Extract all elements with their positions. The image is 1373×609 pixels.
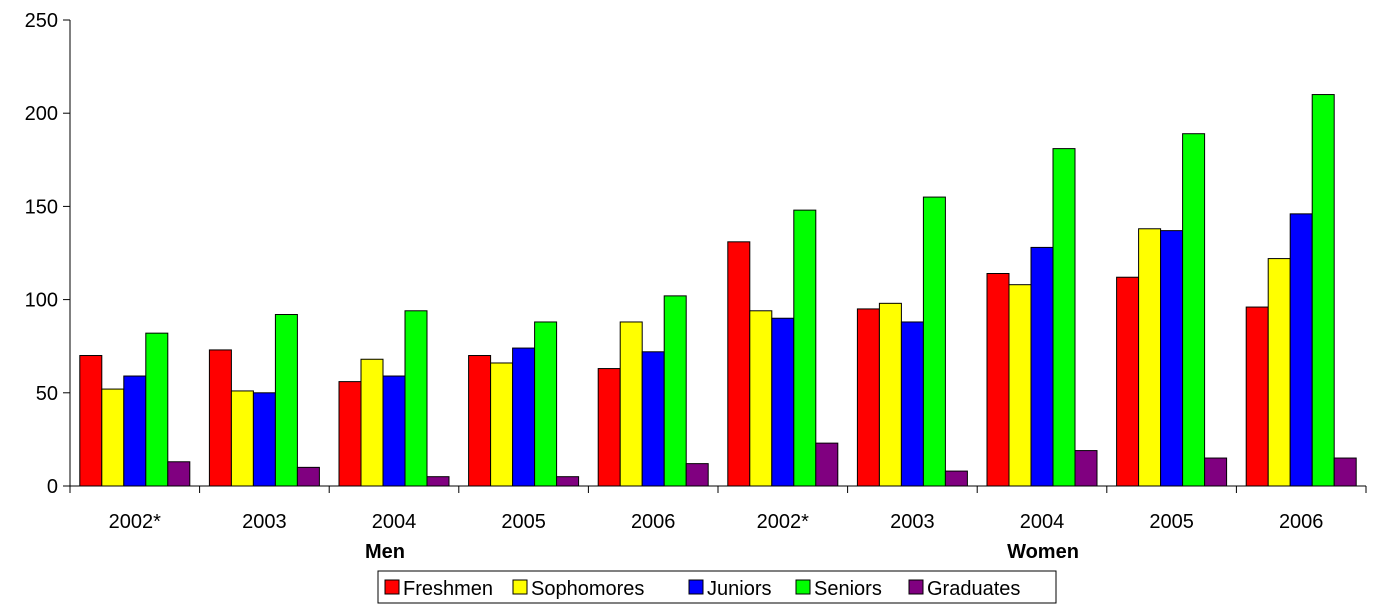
- bar-seniors-4: [663, 295, 687, 487]
- legend-box: [377, 570, 1057, 604]
- bar-freshmen-2: [338, 381, 362, 487]
- bar-graduates-6: [944, 470, 968, 487]
- bar-juniors-6: [900, 321, 924, 487]
- legend-label: Juniors: [707, 578, 771, 600]
- y-tick-label: 250: [25, 10, 58, 32]
- legend: Freshmen Sophomores Juniors Seniors Graduate…: [377, 570, 1057, 604]
- bar-graduates-5: [815, 442, 839, 487]
- bar-graduates-3: [556, 476, 580, 487]
- x-tick-label: 2006: [1279, 511, 1324, 533]
- bar-freshmen-3: [468, 355, 492, 487]
- legend-label: Sophomores: [531, 578, 644, 600]
- bar-juniors-8: [1160, 230, 1184, 487]
- bar-graduates-0: [167, 461, 191, 487]
- bar-sophomores-3: [490, 362, 514, 487]
- x-axis: 2002* 2003 2004 2005 2006 2002* 2003 2004 2005 20…: [69, 485, 1367, 563]
- bar-sophomores-0: [101, 388, 125, 487]
- bar-freshmen-4: [597, 368, 621, 487]
- x-tick-label: 2004: [1020, 511, 1065, 533]
- bar-freshmen-9: [1245, 306, 1269, 487]
- bar-seniors-2: [404, 310, 428, 487]
- bar-freshmen-0: [79, 355, 103, 487]
- bar-graduates-2: [426, 476, 450, 487]
- legend-label: Freshmen: [403, 578, 493, 600]
- x-tick-label: 2005: [501, 511, 546, 533]
- bar-seniors-3: [534, 321, 558, 487]
- bar-juniors-1: [252, 392, 276, 487]
- y-tick-label: 0: [47, 476, 58, 498]
- bar-graduates-9: [1333, 457, 1357, 487]
- bar-seniors-0: [145, 332, 169, 487]
- x-tick-label: 2002*: [109, 511, 161, 533]
- x-tick-label: 2002*: [757, 511, 809, 533]
- legend-swatch-seniors: [795, 579, 811, 595]
- x-tick-label: 2005: [1149, 511, 1194, 533]
- group-label: Men: [365, 541, 405, 563]
- bar-graduates-1: [296, 466, 320, 487]
- bar-sophomores-4: [619, 321, 643, 487]
- bar-sophomores-5: [749, 310, 773, 487]
- bar-sophomores-2: [360, 358, 384, 487]
- legend-swatch-juniors: [688, 579, 704, 595]
- bar-seniors-9: [1311, 94, 1335, 487]
- y-tick-label: 200: [25, 103, 58, 125]
- bar-juniors-9: [1289, 213, 1313, 487]
- bar-seniors-1: [274, 314, 298, 487]
- legend-swatch-freshmen: [384, 579, 400, 595]
- group-label: Women: [1007, 541, 1079, 563]
- y-tick-label: 100: [25, 290, 58, 312]
- bar-sophomores-8: [1138, 228, 1162, 487]
- x-tick-label: 2003: [890, 511, 935, 533]
- legend-swatch-sophomores: [512, 579, 528, 595]
- bar-juniors-2: [382, 375, 406, 487]
- bar-freshmen-1: [208, 349, 232, 487]
- bar-sophomores-6: [878, 302, 902, 487]
- bar-seniors-8: [1182, 133, 1206, 487]
- bar-juniors-7: [1030, 246, 1054, 487]
- bar-juniors-4: [641, 351, 665, 487]
- legend-label: Seniors: [814, 578, 882, 600]
- x-tick-label: 2003: [242, 511, 287, 533]
- bar-seniors-6: [922, 196, 946, 487]
- bar-graduates-8: [1204, 457, 1228, 487]
- legend-label: Graduates: [927, 578, 1020, 600]
- bar-freshmen-5: [727, 241, 751, 487]
- bar-freshmen-8: [1116, 276, 1140, 487]
- bar-seniors-5: [793, 209, 817, 487]
- bar-juniors-0: [123, 375, 147, 487]
- bar-graduates-4: [685, 463, 709, 487]
- x-tick-label: 2004: [372, 511, 417, 533]
- y-tick-label: 150: [25, 196, 58, 218]
- y-axis: 0 50 100 150 200 250: [25, 10, 71, 498]
- legend-swatch-graduates: [908, 579, 924, 595]
- bar-graduates-7: [1074, 450, 1098, 487]
- bar-freshmen-7: [986, 273, 1010, 487]
- bars: [79, 94, 1357, 487]
- bar-sophomores-7: [1008, 284, 1032, 487]
- bar-juniors-3: [512, 347, 536, 487]
- bar-freshmen-6: [856, 308, 880, 487]
- x-tick-label: 2006: [631, 511, 676, 533]
- bar-sophomores-1: [230, 390, 254, 487]
- y-tick-label: 50: [36, 383, 58, 405]
- bar-juniors-5: [771, 317, 795, 487]
- bar-sophomores-9: [1267, 258, 1291, 487]
- bar-seniors-7: [1052, 148, 1076, 487]
